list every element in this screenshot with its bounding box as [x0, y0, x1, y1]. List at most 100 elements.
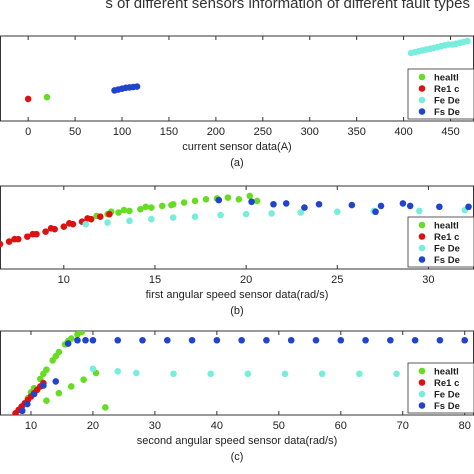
data-point [217, 211, 224, 219]
data-point [96, 213, 104, 221]
data-point [372, 208, 379, 216]
x-tick-label: 400 [394, 126, 412, 138]
data-point [82, 220, 89, 228]
legend-marker [418, 233, 426, 240]
legend-label: healtl [434, 221, 459, 232]
legend-marker [418, 73, 426, 81]
x-tick-label: 30 [149, 420, 161, 432]
data-point [387, 336, 394, 344]
data-point [19, 407, 26, 415]
data-point [133, 369, 140, 377]
panel-caption: (a) [230, 157, 243, 169]
x-tick-label: 250 [254, 126, 272, 138]
data-point [114, 336, 122, 344]
x-tick-label: 70 [397, 420, 409, 432]
legend-label: Fs De [434, 401, 460, 412]
data-point [5, 238, 13, 245]
data-point [315, 200, 323, 208]
data-point [52, 378, 60, 385]
data-point [282, 200, 290, 207]
data-point [89, 365, 97, 373]
legend-marker [418, 96, 426, 104]
x-tick-label: 20 [87, 420, 99, 432]
legend-marker [418, 221, 426, 229]
data-point [65, 220, 73, 227]
data-point [268, 210, 275, 217]
legend-marker [418, 390, 426, 398]
x-tick-label: 50 [69, 126, 81, 138]
data-point [244, 370, 252, 378]
figure-header-text: s of different sensors information of di… [105, 0, 470, 12]
x-tick-label: 10 [58, 274, 70, 286]
legend-marker [418, 379, 426, 386]
data-point [104, 219, 111, 226]
data-point [318, 370, 326, 378]
data-point [30, 390, 38, 398]
data-point [133, 83, 141, 90]
x-tick-label: 150 [160, 126, 178, 138]
data-point [137, 205, 144, 213]
data-point [411, 336, 419, 344]
data-point [248, 198, 255, 206]
x-tick-label: 50 [273, 420, 285, 432]
legend-label: Re1 c [434, 84, 459, 95]
data-point [43, 93, 51, 101]
chart-panel-1: 0 50 100 150 200 250 300 350 400 450 current senso… [0, 35, 474, 169]
data-point [465, 203, 472, 211]
data-point [337, 336, 345, 344]
legend-label: Fe De [434, 96, 460, 107]
data-point [207, 370, 214, 378]
legend-label: Fs De [434, 107, 460, 118]
chart-panel-2: 10 15 20 25 30 first angular speed sensor dat… [0, 185, 474, 317]
x-tick-label: 40 [211, 420, 223, 432]
data-point [242, 210, 250, 218]
x-tick-label: 60 [335, 420, 347, 432]
x-tick-label: 10 [25, 420, 37, 432]
data-point [67, 383, 75, 390]
data-point [102, 404, 109, 411]
legend-label: Re1 c [434, 232, 459, 243]
data-point [191, 197, 199, 205]
data-point [42, 228, 49, 235]
data-point [436, 203, 443, 211]
data-point [55, 389, 63, 397]
data-point [78, 331, 86, 336]
x-tick-label: 25 [331, 274, 343, 286]
data-point [158, 202, 166, 210]
data-point [11, 235, 18, 243]
data-point [246, 192, 254, 200]
data-point [406, 202, 414, 210]
data-point [148, 215, 155, 223]
data-point [80, 376, 87, 384]
data-point [120, 206, 128, 214]
data-point [436, 336, 444, 344]
data-points [0, 192, 472, 248]
data-point [297, 209, 305, 216]
data-point [24, 95, 32, 103]
data-point [47, 225, 55, 232]
data-point [464, 37, 471, 45]
chart-panel-3: 10 20 30 40 50 60 70 80 second angular speed sen… [0, 330, 474, 463]
data-point [126, 207, 133, 215]
data-point [312, 336, 320, 344]
x-tick-label: 100 [113, 126, 131, 138]
data-point [64, 340, 72, 347]
legend-label: Re1 c [434, 378, 459, 389]
x-tick-label: 80 [459, 420, 471, 432]
x-tick-label: 300 [301, 126, 319, 138]
x-tick-label: 30 [422, 274, 434, 286]
data-point [287, 336, 295, 344]
data-point [356, 370, 363, 378]
data-point [215, 196, 223, 204]
data-point [60, 223, 68, 230]
data-point [89, 336, 97, 344]
legend-label: healtl [434, 367, 459, 378]
data-point [235, 195, 243, 203]
legend-label: healtl [434, 73, 459, 84]
data-point [399, 200, 407, 207]
data-point [0, 240, 4, 248]
